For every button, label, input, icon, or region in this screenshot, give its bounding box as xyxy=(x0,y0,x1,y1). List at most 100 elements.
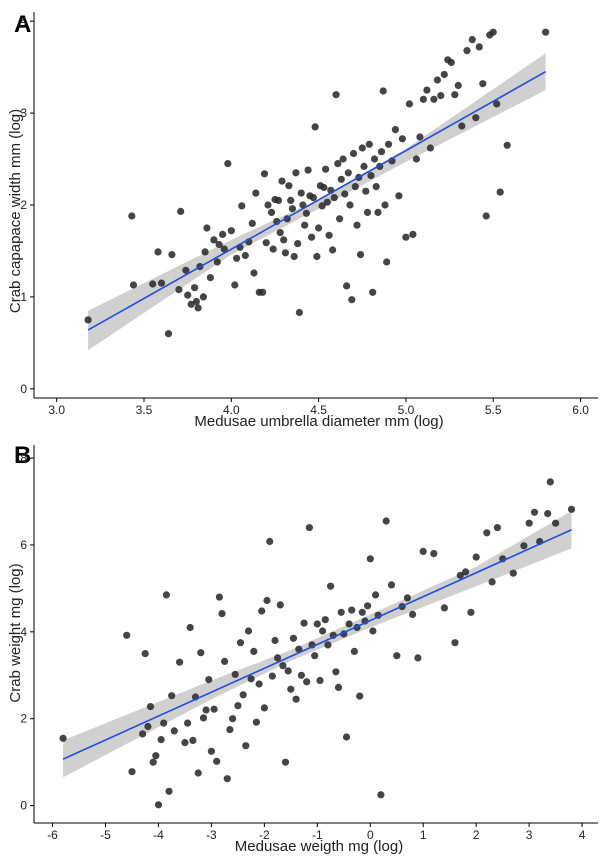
panel-b-x-axis-title: Medusae weigth mg (log) xyxy=(235,838,403,855)
panel-a-data-point xyxy=(313,252,321,261)
panel-b-y-tick-label: 4 xyxy=(20,625,27,639)
panel-b-x-tick-label: -1 xyxy=(312,828,323,842)
panel-a-data-point xyxy=(259,288,267,296)
panel-b-data-point xyxy=(483,529,491,537)
panel-b-data-point xyxy=(266,537,274,546)
panel-a-data-point xyxy=(323,198,331,206)
panel-b-data-point xyxy=(210,705,218,713)
panel-b-data-point xyxy=(369,627,377,635)
panel-a-y-tick-label: 2 xyxy=(20,198,27,212)
panel-b-data-point xyxy=(462,568,470,576)
panel-a-data-point xyxy=(269,245,277,253)
panel-a-data-point xyxy=(351,183,359,191)
panel-a-data-point xyxy=(220,245,228,253)
panel-a-data-point xyxy=(339,155,347,163)
panel-b-y-tick-label: 0 xyxy=(20,799,27,813)
panel-a-data-point xyxy=(252,189,260,197)
panel-b-data-point xyxy=(144,722,152,731)
panel-a-data-point xyxy=(363,208,372,216)
panel-a-x-tick-label: 4.5 xyxy=(310,403,327,417)
panel-b-data-point xyxy=(364,602,372,610)
panel-a-data-point xyxy=(219,230,227,238)
panel-b-regression-line xyxy=(62,528,572,760)
panel-b-data-point xyxy=(337,608,345,616)
panel-a-data-point xyxy=(330,194,338,202)
panel-b-data-point xyxy=(229,715,237,723)
panel-b-data-point xyxy=(260,704,268,712)
panel-a-data-point xyxy=(231,281,239,289)
panel-a-data-point xyxy=(278,177,286,185)
panel-a-x-tick-label: 3.0 xyxy=(48,403,65,417)
panel-b-data-point xyxy=(194,769,202,777)
panel-b-data-point xyxy=(456,571,464,579)
panel-a-confidence-band xyxy=(88,53,546,351)
panel-b-data-point xyxy=(234,702,242,710)
panel-b-data-point xyxy=(440,604,448,612)
panel-a-data-point xyxy=(451,91,459,99)
panel-b-data-point xyxy=(467,608,475,616)
panel-a-data-point xyxy=(384,140,393,148)
panel-b-data-point xyxy=(170,727,178,735)
panel-a-y-tick-label: 1 xyxy=(20,290,27,304)
panel-a-data-point xyxy=(353,221,361,229)
panel-a-data-point xyxy=(287,196,295,204)
panel-a-data-point xyxy=(409,230,417,238)
panel-b-data-point xyxy=(181,739,189,747)
panel-b-data-point xyxy=(316,676,324,685)
panel-b-data-point xyxy=(366,555,374,563)
panel-a-data-point xyxy=(370,155,379,163)
panel-a-data-point xyxy=(295,308,303,317)
panel-b-data-point xyxy=(372,591,380,599)
panel-b-data-point xyxy=(356,692,364,700)
panel-b-data-point xyxy=(176,658,184,666)
panel-a-data-point xyxy=(233,254,241,262)
panel-b-data-point xyxy=(247,675,255,683)
panel-b-data-point xyxy=(59,734,67,742)
panel-a-data-point xyxy=(302,209,310,217)
panel-a-data-point xyxy=(360,162,368,170)
panel-a-data-point xyxy=(433,76,441,84)
panel-b-data-point xyxy=(321,616,329,624)
panel-a-x-tick-label: 5.5 xyxy=(485,403,502,417)
panel-a-y-tick-label: 3 xyxy=(20,106,27,120)
panel-a-data-point xyxy=(356,251,365,259)
panel-b-data-point xyxy=(146,703,155,711)
panel-a-x-tick-label: 4.0 xyxy=(223,403,240,417)
panel-a-data-point xyxy=(304,166,312,174)
panel-b-data-point xyxy=(184,719,192,727)
panel-a-data-point xyxy=(489,28,497,36)
panel-a-data-point xyxy=(215,240,223,249)
panel-a-y-tick-label: 0 xyxy=(20,382,27,396)
panel-a-data-point xyxy=(309,194,317,202)
panel-a-data-point xyxy=(344,169,352,177)
panel-b-data-point xyxy=(403,594,411,602)
panel-b-data-point xyxy=(197,649,205,657)
panel-b-data-point xyxy=(162,591,170,599)
panel-a-data-point xyxy=(191,284,199,292)
panel-a-data-point xyxy=(405,100,413,108)
panel-a-data-point xyxy=(248,219,256,227)
panel-a-data-point xyxy=(206,274,214,282)
panel-a-data-point xyxy=(281,249,289,257)
panel-b-data-point xyxy=(255,680,263,688)
panel-a-data-point xyxy=(463,47,471,55)
panel-a-x-tick-label: 6.0 xyxy=(572,403,589,417)
panel-b-data-point xyxy=(393,652,401,660)
panel-b-data-point xyxy=(231,670,239,679)
panel-b-data-point xyxy=(244,627,253,635)
panel-b-data-point xyxy=(327,582,335,590)
panel-a-data-point xyxy=(311,123,319,131)
panel-a-data-point xyxy=(329,246,337,254)
panel-a-data-point xyxy=(437,92,445,100)
panel-a-data-point xyxy=(322,165,330,173)
panel-a-data-point xyxy=(241,251,249,260)
panel-b-data-point xyxy=(319,627,327,635)
panel-a-data-point xyxy=(154,248,162,256)
panel-b-data-point xyxy=(149,758,157,766)
panel-b-data-point xyxy=(530,508,539,516)
panel-a-data-point xyxy=(348,296,356,304)
panel-a-data-point xyxy=(447,58,455,67)
panel-b-data-point xyxy=(350,647,358,656)
plot-area-b: -6 -5 -4 -3 -2 -1 0 1 2 3 4 0 2 4 6 8 xyxy=(20,445,598,842)
